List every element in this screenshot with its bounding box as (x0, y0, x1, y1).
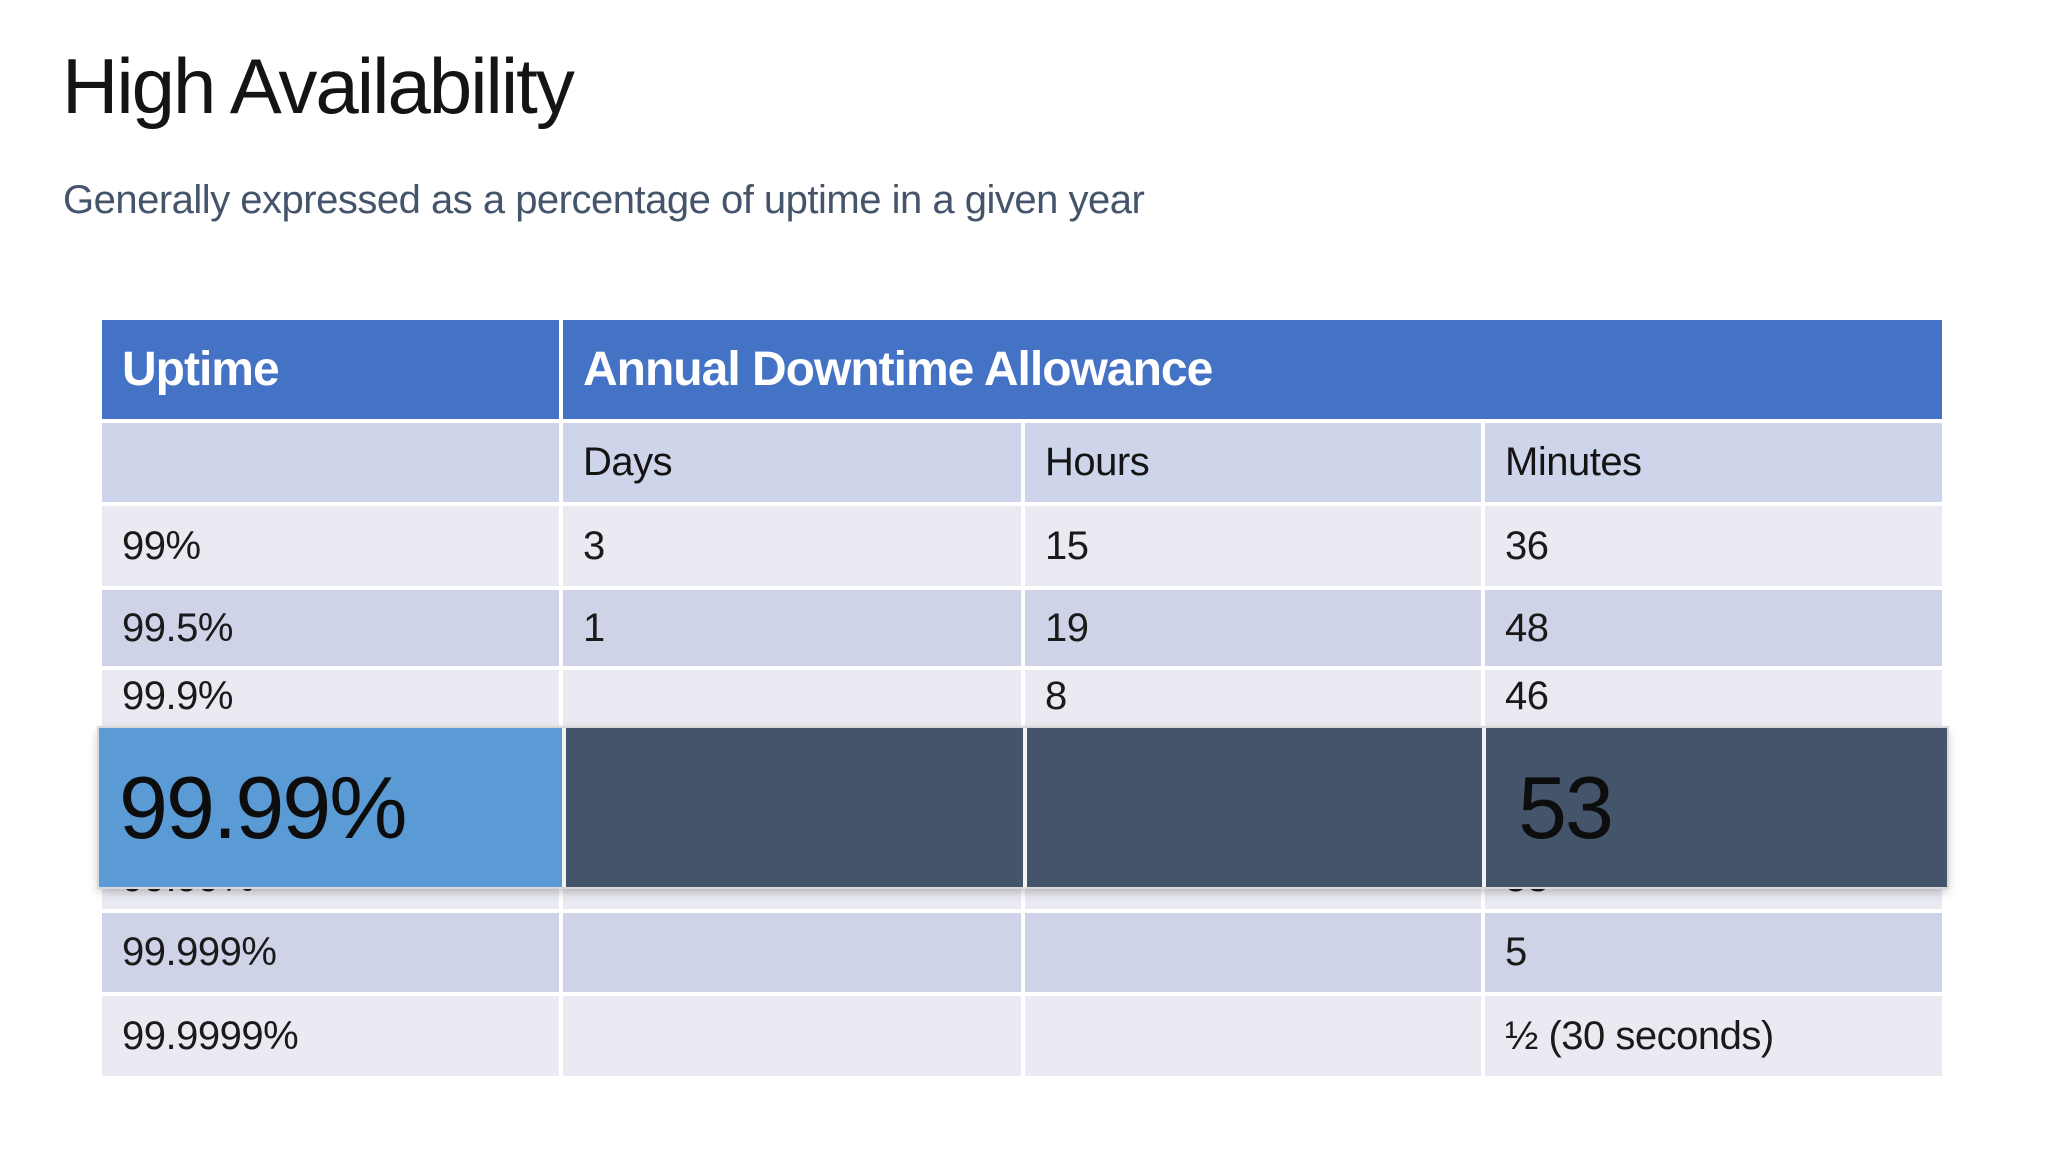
cell-text: 8 (1045, 674, 1067, 718)
cell-minutes: 36 (1485, 506, 1942, 586)
cell-uptime: 99% (102, 506, 559, 586)
cell-hours (1025, 996, 1481, 1076)
cell-minutes: ½ (30 seconds) (1485, 996, 1942, 1076)
cell-hours (1025, 913, 1481, 992)
magnified-callout-row: 99.99% 53 (97, 726, 1949, 889)
cell-minutes: 48 (1485, 590, 1942, 666)
cell-hours: 15 (1025, 506, 1481, 586)
callout-cell-days (566, 728, 1023, 887)
cell-days: 3 (563, 506, 1021, 586)
cell-minutes: 5 (1485, 913, 1942, 992)
subheader-cell-minutes: Minutes (1485, 423, 1942, 502)
subheader-cell-hours: Hours (1025, 423, 1481, 502)
header-cell-uptime: Uptime (102, 320, 559, 419)
cell-uptime: 99.999% (102, 913, 559, 992)
cell-uptime: 99.9999% (102, 996, 559, 1076)
callout-cell-hours (1027, 728, 1482, 887)
availability-table: Uptime Annual Downtime Allowance Days Ho… (97, 320, 1949, 1076)
table-row: 99.999% 5 (102, 913, 1942, 992)
subheader-cell-days: Days (563, 423, 1021, 502)
callout-cell-minutes: 53 (1486, 728, 1947, 887)
table-header-row: Uptime Annual Downtime Allowance (102, 320, 1942, 419)
subheader-cell-blank (102, 423, 559, 502)
table-row: 99.5% 1 19 48 (102, 590, 1942, 666)
table-subheader-row: Days Hours Minutes (102, 423, 1942, 502)
callout-cell-uptime: 99.99% (99, 728, 562, 887)
cell-days (563, 913, 1021, 992)
table-row: 99.9999% ½ (30 seconds) (102, 996, 1942, 1076)
page-title: High Availability (62, 42, 575, 130)
table-rows: Uptime Annual Downtime Allowance Days Ho… (102, 320, 1942, 1076)
header-cell-allowance: Annual Downtime Allowance (563, 320, 1942, 419)
cell-days: 1 (563, 590, 1021, 666)
cell-days (563, 996, 1021, 1076)
table-row: 99% 3 15 36 (102, 506, 1942, 586)
cell-hours: 19 (1025, 590, 1481, 666)
cell-uptime: 99.5% (102, 590, 559, 666)
cell-text: 46 (1505, 674, 1549, 718)
page-subtitle: Generally expressed as a percentage of u… (63, 178, 1145, 222)
cell-text: 99.9% (122, 674, 233, 718)
